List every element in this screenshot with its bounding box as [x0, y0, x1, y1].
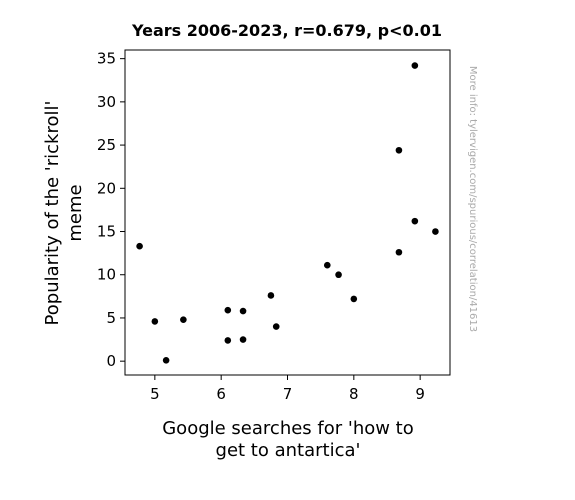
- data-point: [395, 248, 403, 256]
- data-point: [411, 62, 419, 69]
- x-tick-label: 5: [150, 385, 160, 403]
- plot-frame: [124, 49, 451, 376]
- axis-ticks: 5 6 7 8 9 0 5 10 15 20 25 30 35: [97, 50, 425, 403]
- data-point: [162, 357, 170, 364]
- data-point: [239, 336, 247, 343]
- data-point: [239, 307, 247, 315]
- data-point: [272, 323, 280, 330]
- source-note: More info: tylervigen.com/spurious/corre…: [467, 66, 478, 332]
- x-tick-label: 9: [415, 385, 425, 403]
- y-tick-label: 25: [97, 136, 116, 154]
- data-point: [350, 295, 358, 303]
- data-point: [224, 306, 232, 314]
- data-point: [411, 217, 419, 225]
- data-point: [267, 292, 275, 299]
- data-point: [136, 242, 143, 250]
- x-tick-label: 6: [216, 385, 226, 403]
- x-axis-label-line1: Google searches for 'how to: [162, 418, 414, 439]
- data-point: [335, 271, 342, 279]
- y-axis-label-line2: meme: [65, 184, 86, 241]
- x-axis-label-line2: get to antartica': [216, 440, 361, 461]
- y-tick-label: 0: [106, 352, 116, 370]
- data-point: [151, 318, 159, 325]
- x-tick-label: 8: [349, 385, 359, 403]
- data-point: [224, 337, 232, 344]
- y-tick-label: 35: [97, 50, 116, 68]
- data-points: [136, 62, 439, 364]
- x-tick-label: 7: [283, 385, 293, 403]
- data-point: [323, 261, 331, 269]
- y-tick-label: 30: [97, 93, 116, 111]
- data-point: [180, 316, 187, 323]
- y-tick-label: 20: [97, 179, 116, 197]
- data-point: [432, 228, 439, 235]
- chart-title: Years 2006-2023, r=0.679, p<0.01: [131, 21, 442, 40]
- data-point: [395, 146, 403, 154]
- y-axis-label-line1: Popularity of the 'rickroll': [42, 101, 63, 326]
- y-tick-label: 10: [97, 266, 116, 284]
- y-tick-label: 5: [106, 309, 116, 327]
- y-tick-label: 15: [97, 223, 116, 241]
